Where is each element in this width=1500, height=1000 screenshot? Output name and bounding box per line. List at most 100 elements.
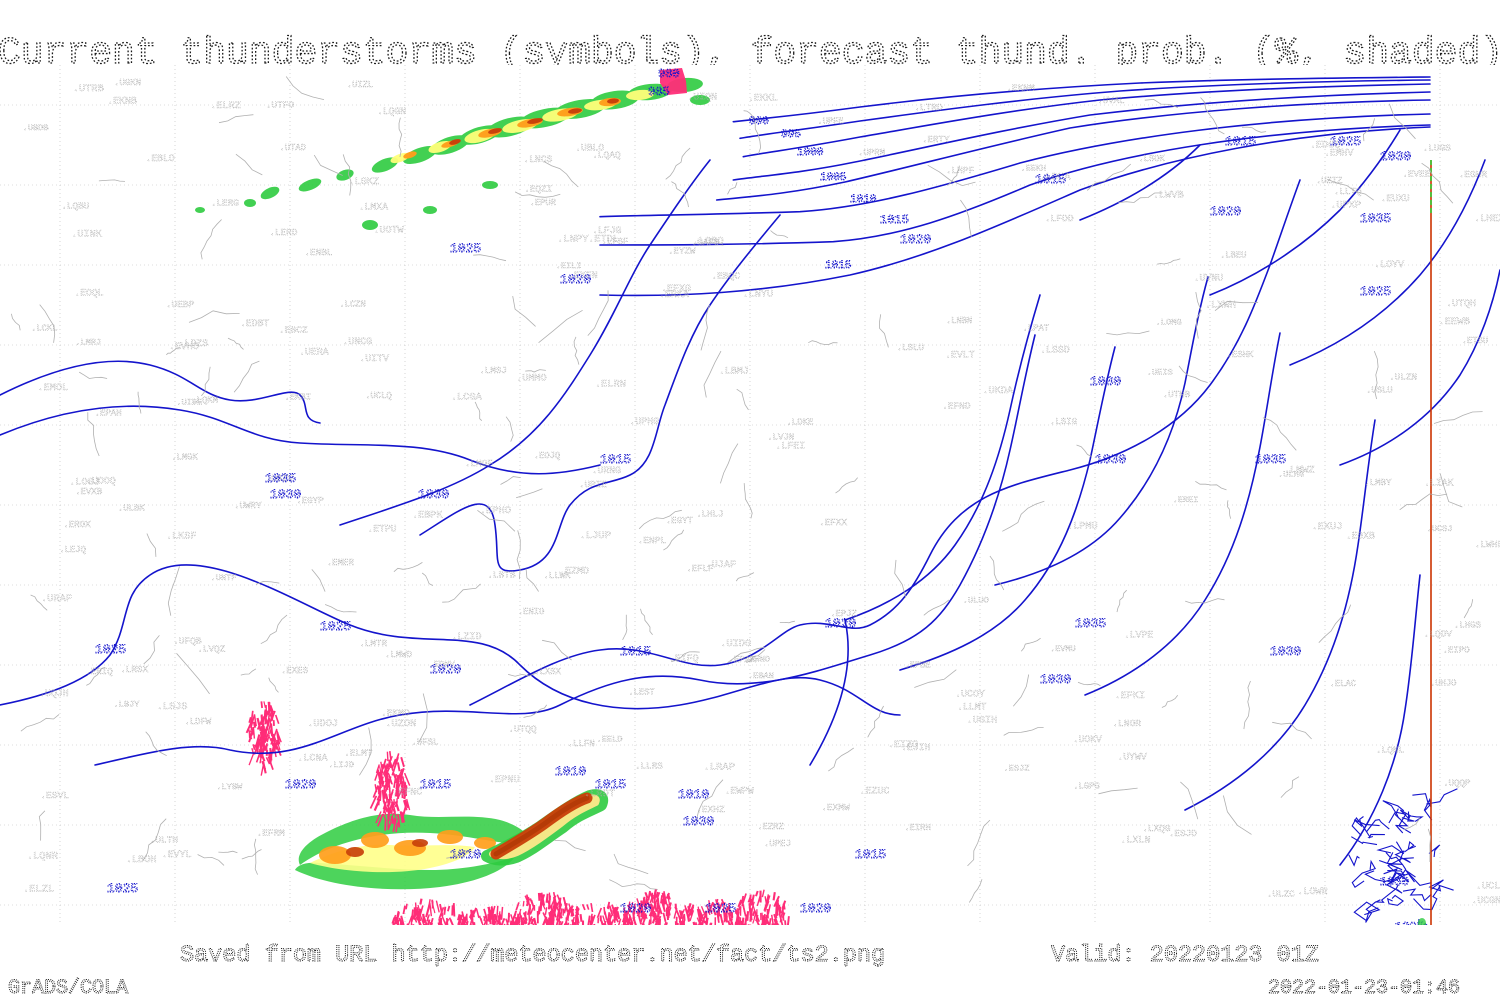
svg-text:.LIJD: .LIJD bbox=[328, 760, 354, 770]
svg-text:.EILI: .EILI bbox=[556, 261, 582, 271]
svg-text:.UDOJ: .UDOJ bbox=[307, 718, 338, 730]
svg-text:.LOMG: .LOMG bbox=[1156, 317, 1182, 327]
svg-text:.UPHG: .UPHG bbox=[629, 417, 659, 428]
svg-text:.LKSF: .LKSF bbox=[166, 532, 197, 543]
svg-text:.EBCZ: .EBCZ bbox=[279, 325, 308, 336]
svg-text:1020: 1020 bbox=[560, 272, 591, 287]
svg-text:.LMRJ: .LMRJ bbox=[75, 338, 101, 348]
svg-text:.LXWH: .LXWH bbox=[1205, 300, 1236, 312]
svg-text:.LLWK: .LLWK bbox=[543, 570, 571, 581]
svg-text:1025: 1025 bbox=[107, 881, 138, 896]
svg-text:1025: 1025 bbox=[450, 241, 481, 256]
svg-text:1020: 1020 bbox=[430, 662, 461, 677]
svg-text:1015: 1015 bbox=[1035, 172, 1066, 187]
svg-text:.LFJG: .LFJG bbox=[592, 225, 622, 236]
svg-text:.EDBT: .EDBT bbox=[240, 318, 269, 329]
svg-text:.UGKN: .UGKN bbox=[114, 77, 141, 88]
svg-text:.ESHK: .ESHK bbox=[1227, 350, 1254, 360]
svg-text:.EGHR: .EGHR bbox=[1459, 169, 1488, 180]
svg-text:.URAF: .URAF bbox=[41, 593, 72, 605]
svg-text:1035: 1035 bbox=[1075, 616, 1106, 631]
svg-text:.UGIH: .UGIH bbox=[966, 714, 997, 726]
svg-text:.LVPE: .LVPE bbox=[1124, 630, 1154, 641]
svg-text:.ELZL: .ELZL bbox=[23, 884, 55, 896]
svg-text:.UIQN: .UIQN bbox=[687, 92, 717, 103]
svg-text:985: 985 bbox=[648, 85, 670, 99]
svg-text:.EKMO: .EKMO bbox=[381, 708, 410, 719]
svg-text:.ESVL: .ESVL bbox=[40, 790, 69, 801]
svg-text:.LSLU: .LSLU bbox=[897, 342, 924, 353]
svg-text:.UFQB: .UFQB bbox=[173, 635, 202, 646]
svg-text:1015: 1015 bbox=[855, 847, 886, 862]
svg-text:.LJUP: .LJUP bbox=[579, 530, 611, 542]
svg-text:1005: 1005 bbox=[820, 172, 846, 184]
svg-text:.EDXB: .EDXB bbox=[1346, 530, 1375, 541]
svg-text:.LEST: .LEST bbox=[628, 688, 654, 698]
svg-text:.UQQP: .UQQP bbox=[1443, 778, 1470, 789]
svg-text:.ENBL: .ENBL bbox=[304, 247, 333, 258]
svg-text:.LSOK: .LSOK bbox=[1138, 154, 1165, 164]
svg-text:1015: 1015 bbox=[595, 777, 626, 792]
svg-text:.UWRY: .UWRY bbox=[234, 500, 262, 511]
svg-text:.EVLT: .EVLT bbox=[945, 350, 975, 361]
svg-text:.ESJZ: .ESJZ bbox=[1003, 764, 1029, 774]
svg-text:.LPMU: .LPMU bbox=[1067, 522, 1098, 533]
svg-text:.LQBU: .LQBU bbox=[61, 201, 89, 212]
svg-text:.UNCG: .UNCG bbox=[343, 336, 373, 347]
svg-text:1010: 1010 bbox=[450, 847, 481, 862]
svg-text:.EFXX: .EFXX bbox=[819, 517, 847, 528]
svg-text:.EKKL: .EKKL bbox=[748, 93, 778, 104]
svg-text:.LNOR: .LNOR bbox=[1112, 718, 1141, 729]
svg-text:.UPRM: .UPRM bbox=[858, 147, 885, 158]
svg-text:Saved from URL http://meteocen: Saved from URL http://meteocenter.net/fa… bbox=[180, 942, 885, 969]
svg-text:.EXES: .EXES bbox=[281, 665, 309, 676]
svg-text:.UPEJ: .UPEJ bbox=[764, 838, 791, 849]
svg-text:.LVJN: .LVJN bbox=[767, 432, 794, 443]
svg-text:1020: 1020 bbox=[620, 901, 651, 916]
svg-text:1035: 1035 bbox=[1255, 452, 1286, 467]
svg-text:.UCLQ: .UCLQ bbox=[365, 391, 392, 401]
svg-text:995: 995 bbox=[781, 129, 801, 141]
svg-text:.LDFW: .LDFW bbox=[185, 717, 212, 727]
svg-text:.LLRS: .LLRS bbox=[635, 761, 663, 772]
svg-text:.EELD: .EELD bbox=[597, 735, 623, 745]
svg-text:.EPNU: .EPNU bbox=[489, 774, 520, 786]
svg-text:.LSSD: .LSSD bbox=[1040, 345, 1070, 356]
svg-text:.EWPW: .EWPW bbox=[725, 785, 754, 796]
svg-text:.ENPL: .ENPL bbox=[638, 535, 667, 546]
svg-text:.LDZS: .LDZS bbox=[179, 338, 209, 349]
svg-text:.EIFQ: .EIFQ bbox=[669, 653, 699, 664]
svg-text:.LERG: .LERG bbox=[211, 197, 239, 208]
svg-text:.LQNL: .LQNL bbox=[1376, 745, 1405, 756]
svg-text:1035: 1035 bbox=[265, 471, 296, 486]
svg-text:.LXLN: .LXLN bbox=[1120, 836, 1150, 847]
svg-text:.UEBP: .UEBP bbox=[166, 299, 195, 310]
svg-text:.EVEE: .EVEE bbox=[1402, 169, 1431, 180]
svg-text:.EBQC: .EBQC bbox=[711, 271, 740, 282]
svg-text:.UEIS: .UEIS bbox=[1147, 367, 1173, 377]
svg-text:.LWVB: .LWVB bbox=[1153, 190, 1184, 202]
svg-text:.UNTF: .UNTF bbox=[210, 573, 236, 583]
svg-text:.LMTR: .LMTR bbox=[359, 638, 387, 649]
svg-text:.ERTY: .ERTY bbox=[922, 134, 950, 145]
svg-text:.EUXU: .EUXU bbox=[1381, 193, 1410, 204]
svg-text:.EFND: .EFND bbox=[942, 400, 971, 411]
svg-text:.LCKL: .LCKL bbox=[31, 323, 58, 333]
svg-text:.LQGN: .LQGN bbox=[377, 106, 406, 117]
svg-text:.EBLO: .EBLO bbox=[146, 153, 175, 164]
svg-text:.LQAQ: .LQAQ bbox=[592, 150, 621, 161]
svg-text:1035: 1035 bbox=[1360, 211, 1391, 226]
svg-text:.UKDA: .UKDA bbox=[982, 386, 1013, 397]
svg-text:1030: 1030 bbox=[1380, 149, 1411, 164]
svg-text:.EPUR: .EPUR bbox=[530, 198, 557, 208]
svg-text:.UFSL: .UFSL bbox=[411, 737, 438, 747]
svg-text:1030: 1030 bbox=[1040, 672, 1071, 687]
svg-text:.EXMW: .EXMW bbox=[821, 802, 850, 813]
svg-text:.LLMT: .LLMT bbox=[957, 701, 987, 712]
svg-text:.LBTB: .LBTB bbox=[487, 570, 516, 581]
svg-text:.LHEX: .LHEX bbox=[1474, 214, 1500, 225]
svg-text:.ENIO: .ENIO bbox=[518, 607, 544, 617]
svg-text:.UVAL: .UVAL bbox=[1098, 96, 1125, 106]
svg-text:.UZON: .UZON bbox=[385, 718, 416, 730]
svg-text:1025: 1025 bbox=[705, 901, 736, 916]
